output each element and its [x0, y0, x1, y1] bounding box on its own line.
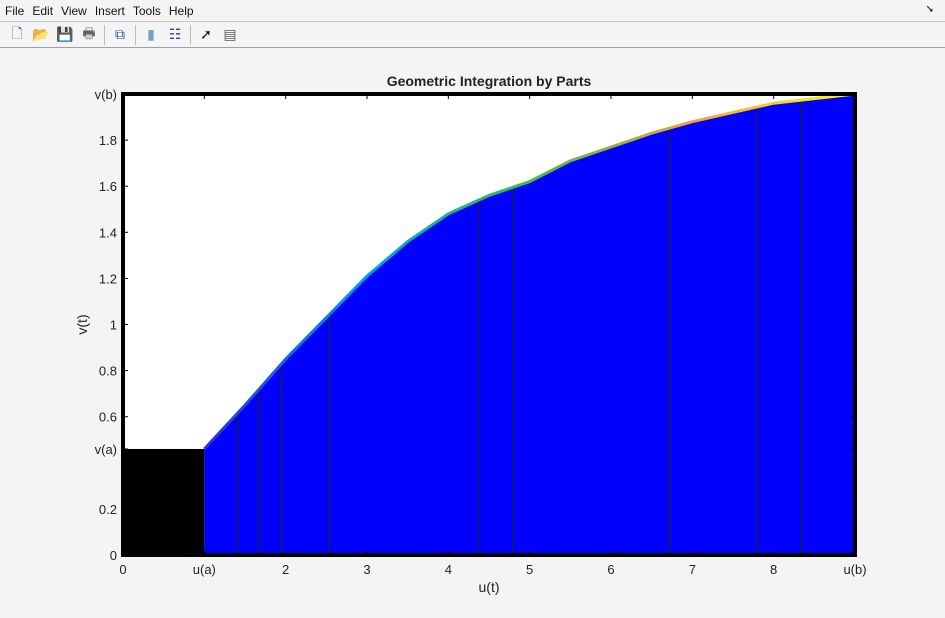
x-axis-label: u(t) — [479, 579, 500, 595]
x-tick-label: u(a) — [193, 562, 216, 577]
link-plot-icon: ⧉ — [115, 26, 125, 42]
dock-icon[interactable]: ➘ — [925, 4, 934, 15]
new-figure-button[interactable]: 🗋 — [6, 24, 28, 46]
print-icon: 🖶 — [82, 24, 96, 41]
open-file-button[interactable]: 📂 — [30, 24, 52, 46]
menu-view[interactable]: View — [61, 3, 87, 18]
y-tick-label: v(b) — [95, 87, 117, 102]
curve-line — [203, 92, 856, 450]
colorbar-icon: ▮ — [147, 26, 155, 42]
y-tick-label: 1.2 — [99, 271, 117, 286]
y-axis-label: v(t) — [74, 314, 90, 334]
x-tick-label: 7 — [689, 562, 696, 577]
menu-bar: File Edit View Insert Tools Help ➘ — [0, 0, 945, 22]
link-plot-button[interactable]: ⧉ — [109, 24, 131, 46]
rectangle-region — [123, 448, 205, 555]
x-tick-label: u(b) — [843, 562, 866, 577]
menu-edit[interactable]: Edit — [32, 3, 54, 18]
menu-insert[interactable]: Insert — [94, 3, 125, 18]
print-button[interactable]: 🖶 — [78, 24, 100, 46]
pointer-icon: ➚ — [200, 26, 212, 42]
y-tick-label: 1.6 — [99, 179, 117, 194]
x-tick-label: 4 — [445, 562, 452, 577]
legend-icon: ☷ — [168, 26, 182, 42]
menu-file[interactable]: File — [5, 3, 25, 18]
y-tick-label: 1 — [110, 318, 117, 333]
x-tick-label: 8 — [770, 562, 777, 577]
menu-tools[interactable]: Tools — [132, 3, 161, 18]
property-editor-button[interactable]: ▤ — [219, 24, 241, 46]
chart-title: Geometric Integration by Parts — [387, 73, 592, 89]
y-tick-label: 1.4 — [99, 225, 117, 240]
toolbar-separator — [104, 24, 105, 45]
open-file-icon: 📂 — [32, 26, 50, 42]
y-tick-label: 0.2 — [99, 502, 117, 517]
toolbar-separator — [190, 24, 191, 45]
toolbar-separator — [135, 24, 136, 45]
legend-button[interactable]: ☷ — [164, 24, 186, 46]
colorbar-button[interactable]: ▮ — [140, 24, 162, 46]
save-icon: 💾 — [56, 26, 74, 42]
y-tick-label: 0.6 — [99, 410, 117, 425]
x-tick-label: 5 — [526, 562, 533, 577]
pointer-button[interactable]: ➚ — [195, 24, 217, 46]
x-tick-label: 6 — [607, 562, 614, 577]
x-tick-label: 2 — [282, 562, 289, 577]
property-editor-icon: ▤ — [223, 26, 237, 42]
y-tick-label: 0 — [110, 548, 117, 563]
y-tick-label: 0.8 — [99, 364, 117, 379]
toolbar: 🗋 📂 💾 🖶 ⧉ ▮ ☷ ➚ ▤ — [0, 22, 945, 48]
plot: 0 u(a) 2 3 4 5 6 7 8 u(b) 0 0.2 v(a) 0.6 0.8 1 1.2 1.4 1.6… — [74, 73, 867, 595]
x-tick-label: 3 — [363, 562, 370, 577]
save-button[interactable]: 💾 — [54, 24, 76, 46]
menu-help[interactable]: Help — [168, 3, 194, 18]
y-tick-label: 1.8 — [99, 133, 117, 148]
area-under-curve — [204, 94, 856, 555]
new-figure-icon: 🗋 — [11, 24, 23, 41]
y-tick-label: v(a) — [95, 442, 117, 457]
axes-frame — [121, 92, 857, 557]
x-tick-label: 0 — [119, 562, 126, 577]
